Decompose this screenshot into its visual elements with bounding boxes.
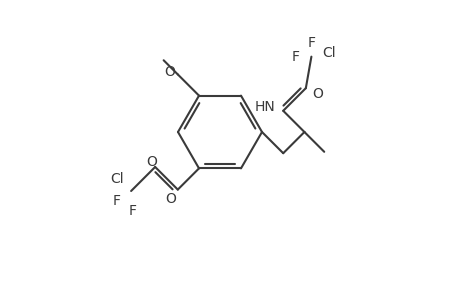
- Text: F: F: [291, 50, 299, 64]
- Text: O: O: [165, 192, 175, 206]
- Text: O: O: [163, 65, 174, 80]
- Text: O: O: [312, 87, 323, 101]
- Text: Cl: Cl: [110, 172, 123, 186]
- Text: F: F: [113, 194, 121, 208]
- Text: F: F: [129, 204, 137, 218]
- Text: F: F: [307, 36, 315, 50]
- Text: HN: HN: [254, 100, 274, 114]
- Text: Cl: Cl: [322, 46, 336, 60]
- Text: O: O: [146, 155, 157, 169]
